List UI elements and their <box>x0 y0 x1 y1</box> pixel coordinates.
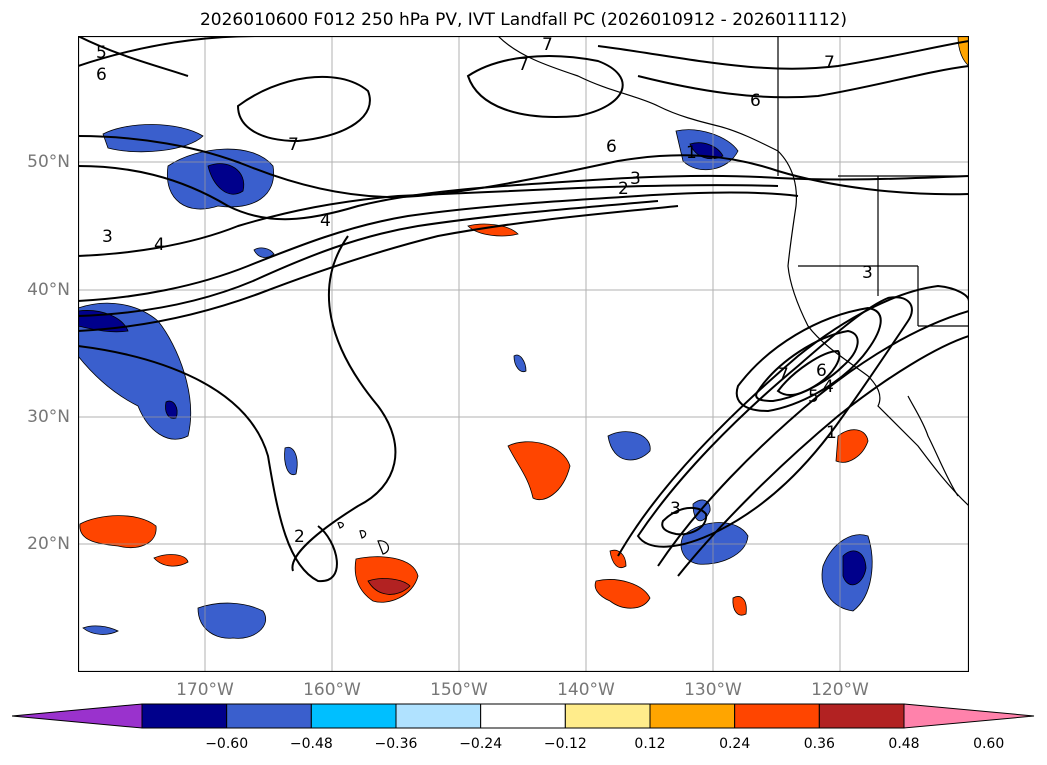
colorbar-extend-high <box>903 703 1035 729</box>
lon-label-160w: 160°W <box>303 680 361 700</box>
colorbar-cell <box>395 703 482 729</box>
colorbar-cell <box>480 703 566 729</box>
contour-label: 1 <box>686 143 697 163</box>
positive-pv-region <box>79 515 157 548</box>
colorbar-tick-label: −0.24 <box>459 736 503 752</box>
contour-label: 3 <box>670 499 681 519</box>
contour-label: 5 <box>808 387 819 407</box>
colorbar-cell <box>564 703 651 729</box>
contour-labels: 5 6 7 7 7 6 6 7 3 4 3 2 4 3 2 1 7 6 5 4 … <box>96 36 873 547</box>
colorbar-tick-label: 0.36 <box>803 736 835 752</box>
colorbar-cell <box>734 703 820 729</box>
colorbar-tick-label: 0.12 <box>634 736 666 752</box>
lat-label-40n: 40°N <box>27 280 70 300</box>
contour-label: 6 <box>606 137 617 157</box>
colorbar-cell <box>818 703 905 729</box>
negative-pv-region <box>82 625 119 635</box>
lat-label-20n: 20°N <box>27 534 70 554</box>
contour-label: 5 <box>96 43 107 63</box>
colorbar-tick-label: −0.48 <box>289 736 333 752</box>
negative-pv-region <box>607 431 651 461</box>
coastline <box>337 36 969 555</box>
contour-label: 7 <box>778 365 789 385</box>
pv-anomaly-fills <box>78 36 969 639</box>
colorbar <box>12 703 1035 729</box>
colorbar-cell <box>226 703 312 729</box>
colorbar-extend-low <box>12 703 143 729</box>
colorbar-cell <box>310 703 397 729</box>
lon-label-130w: 130°W <box>684 680 742 700</box>
contour-label: 4 <box>320 211 331 231</box>
negative-pv-region <box>284 446 298 476</box>
negative-pv-region <box>680 522 749 565</box>
contour-label: 7 <box>824 53 835 73</box>
map-title: 2026010600 F012 250 hPa PV, IVT Landfall… <box>199 10 847 30</box>
contour-label: 6 <box>750 91 761 111</box>
positive-pv-region <box>732 596 747 616</box>
lat-label-50n: 50°N <box>27 152 70 172</box>
contour-label: 6 <box>96 65 107 85</box>
positive-pv-region <box>153 554 189 567</box>
contour-label: 4 <box>154 235 165 255</box>
contour-label: 7 <box>518 55 529 75</box>
contour-label: 3 <box>862 263 873 283</box>
contour-label: 1 <box>826 423 837 443</box>
colorbar-cell <box>649 703 736 729</box>
contour-label: 6 <box>816 361 827 381</box>
contour-label: 7 <box>288 135 299 155</box>
lon-label-140w: 140°W <box>557 680 615 700</box>
negative-pv-region <box>253 247 275 258</box>
contour-label: 3 <box>102 227 113 247</box>
colorbar-tick-label: −0.36 <box>374 736 418 752</box>
positive-pv-region <box>594 579 651 609</box>
lon-label-170w: 170°W <box>176 680 234 700</box>
map-panel: 5 6 7 7 7 6 6 7 3 4 3 2 4 3 2 1 7 6 5 4 … <box>78 36 969 672</box>
colorbar-tick-label: −0.12 <box>543 736 587 752</box>
contour-label: 2 <box>294 527 305 547</box>
lon-label-150w: 150°W <box>430 680 488 700</box>
contour-label: 2 <box>618 179 629 199</box>
negative-pv-region <box>78 302 192 440</box>
contour-label: 4 <box>823 377 834 397</box>
lat-label-30n: 30°N <box>27 407 70 427</box>
contour-label: 7 <box>542 36 553 55</box>
negative-pv-region <box>197 602 266 639</box>
colorbar-tick-label: 0.60 <box>973 736 1005 752</box>
positive-pv-region <box>835 429 869 463</box>
colorbar-tick-label: 0.24 <box>719 736 751 752</box>
lon-label-120w: 120°W <box>811 680 869 700</box>
negative-pv-region <box>513 354 527 373</box>
contour-label: 3 <box>630 169 641 189</box>
map-frame <box>78 36 969 672</box>
colorbar-tick-label: 0.48 <box>888 736 920 752</box>
colorbar-tick-label: −0.60 <box>205 736 249 752</box>
positive-pv-region <box>609 549 627 568</box>
positive-pv-region <box>467 223 519 237</box>
colorbar-cell <box>141 703 228 729</box>
positive-pv-region <box>507 441 571 500</box>
